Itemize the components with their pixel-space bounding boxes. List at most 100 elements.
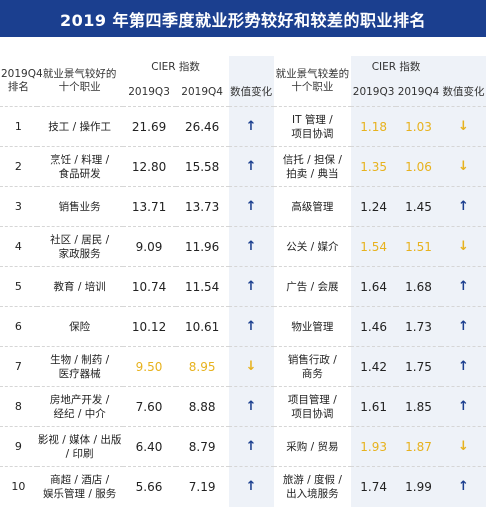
rank-cell: 1 bbox=[0, 106, 37, 147]
table-row: 2 烹饪 / 料理 / 食品研发 12.80 15.58 ↑ 信托 / 担保 / 拍卖 /… bbox=[0, 146, 486, 187]
bad-job-cell: 物业管理 bbox=[273, 306, 352, 347]
good-q4-cell: 15.58 bbox=[175, 146, 229, 187]
arrow-down-icon: ↓ bbox=[458, 438, 469, 454]
good-trend: ↓ bbox=[228, 346, 274, 387]
bad-q4-cell: 1.03 bbox=[396, 106, 441, 147]
bad-job-cell: 项目管理 / 项目协调 bbox=[273, 386, 352, 427]
bad-q3-cell: 1.18 bbox=[351, 106, 397, 147]
bad-trend: ↓ bbox=[440, 146, 486, 187]
good-job-cell: 销售业务 bbox=[36, 186, 123, 227]
bad-trend: ↑ bbox=[440, 386, 486, 427]
rank-cell: 2 bbox=[0, 146, 37, 187]
good-q3-cell: 10.12 bbox=[122, 306, 176, 347]
good-q3-cell: 13.71 bbox=[122, 186, 176, 227]
arrow-up-icon: ↑ bbox=[458, 478, 469, 494]
arrow-up-icon: ↑ bbox=[458, 358, 469, 374]
good-trend: ↑ bbox=[228, 146, 274, 187]
table-row: 6 保险 10.12 10.61 ↑ 物业管理 1.46 1.73 ↑ bbox=[0, 306, 486, 347]
rank-cell: 5 bbox=[0, 266, 37, 307]
good-q3-cell: 21.69 bbox=[122, 106, 176, 147]
good-job-cell: 保险 bbox=[36, 306, 123, 347]
bad-q3-cell: 1.35 bbox=[351, 146, 397, 187]
rank-cell: 7 bbox=[0, 346, 37, 387]
bad-job-cell: 采购 / 贸易 bbox=[273, 426, 352, 467]
bad-q4-cell: 1.73 bbox=[396, 306, 441, 347]
page-title: 2019 年第四季度就业形势较好和较差的职业排名 bbox=[0, 0, 486, 37]
arrow-up-icon: ↑ bbox=[245, 478, 257, 494]
table-row: 8 房地产开发 / 经纪 / 中介 7.60 8.88 ↑ 项目管理 / 项目协调 1.61… bbox=[0, 386, 486, 427]
rank-cell: 9 bbox=[0, 426, 37, 467]
bad-trend: ↑ bbox=[440, 266, 486, 307]
good-q3-cell: 9.50 bbox=[122, 346, 176, 387]
rank-cell: 4 bbox=[0, 226, 37, 267]
arrow-up-icon: ↑ bbox=[458, 278, 469, 294]
bad-trend: ↑ bbox=[440, 466, 486, 507]
bad-change-header: 数值变化 bbox=[440, 78, 486, 107]
good-trend: ↑ bbox=[228, 186, 274, 227]
bad-change-spacer bbox=[440, 56, 486, 78]
bad-q4-cell: 1.68 bbox=[396, 266, 441, 307]
good-trend: ↑ bbox=[228, 386, 274, 427]
good-q4-cell: 8.88 bbox=[175, 386, 229, 427]
arrow-down-icon: ↓ bbox=[458, 118, 469, 134]
arrow-up-icon: ↑ bbox=[245, 198, 257, 214]
good-trend: ↑ bbox=[228, 226, 274, 267]
bad-job-cell: 公关 / 媒介 bbox=[273, 226, 352, 267]
good-q4-cell: 7.19 bbox=[175, 466, 229, 507]
arrow-up-icon: ↑ bbox=[245, 398, 257, 414]
good-trend: ↑ bbox=[228, 426, 274, 467]
bad-trend: ↑ bbox=[440, 306, 486, 347]
good-job-cell: 房地产开发 / 经纪 / 中介 bbox=[36, 386, 123, 427]
bad-q4-cell: 1.45 bbox=[396, 186, 441, 227]
good-trend: ↑ bbox=[228, 266, 274, 307]
good-job-cell: 烹饪 / 料理 / 食品研发 bbox=[36, 146, 123, 187]
table-row: 9 影视 / 媒体 / 出版 / 印刷 6.40 8.79 ↑ 采购 / 贸易 1.93 1.… bbox=[0, 426, 486, 467]
table-row: 3 销售业务 13.71 13.73 ↑ 高级管理 1.24 1.45 ↑ bbox=[0, 186, 486, 227]
arrow-up-icon: ↑ bbox=[245, 278, 257, 294]
table-row: 4 社区 / 居民 / 家政服务 9.09 11.96 ↑ 公关 / 媒介 1.54 1.51… bbox=[0, 226, 486, 267]
bad-q4-cell: 1.87 bbox=[396, 426, 441, 467]
good-job-cell: 技工 / 操作工 bbox=[36, 106, 123, 147]
bad-q4-cell: 1.99 bbox=[396, 466, 441, 507]
rank-cell: 10 bbox=[0, 466, 37, 507]
bad-q3-cell: 1.61 bbox=[351, 386, 397, 427]
arrow-down-icon: ↓ bbox=[458, 158, 469, 174]
bad-trend: ↓ bbox=[440, 106, 486, 147]
table-body: 1 技工 / 操作工 21.69 26.46 ↑ IT 管理 / 项目协调 1.18 1.03… bbox=[0, 106, 486, 507]
good-job-cell: 生物 / 制药 / 医疗器械 bbox=[36, 346, 123, 387]
rank-header: 2019Q4 排名 bbox=[1, 68, 43, 93]
good-trend: ↑ bbox=[228, 306, 274, 347]
bad-job-cell: 销售行政 / 商务 bbox=[273, 346, 352, 387]
bad-q3-cell: 1.64 bbox=[351, 266, 397, 307]
good-cier-header: CIER 指数 bbox=[151, 60, 200, 73]
good-change-header: 数值变化 bbox=[228, 78, 274, 107]
good-q3-cell: 12.80 bbox=[122, 146, 176, 187]
arrow-up-icon: ↑ bbox=[245, 118, 257, 134]
good-q3-cell: 6.40 bbox=[122, 426, 176, 467]
table-row: 5 教育 / 培训 10.74 11.54 ↑ 广告 / 会展 1.64 1.68 ↑ bbox=[0, 266, 486, 307]
bad-q3-cell: 1.42 bbox=[351, 346, 397, 387]
bad-cier-header: CIER 指数 bbox=[351, 56, 441, 78]
good-change-spacer bbox=[228, 56, 274, 78]
table-row: 10 商超 / 酒店 / 娱乐管理 / 服务 5.66 7.19 ↑ 旅游 / 度假 / … bbox=[0, 466, 486, 507]
bad-trend: ↓ bbox=[440, 226, 486, 267]
bad-job-cell: 旅游 / 度假 / 出入境服务 bbox=[273, 466, 352, 507]
good-q4-header: 2019Q4 bbox=[181, 85, 223, 98]
good-q3-cell: 10.74 bbox=[122, 266, 176, 307]
bad-q3-cell: 1.74 bbox=[351, 466, 397, 507]
ranking-table: 2019Q4 排名 就业景气较好的 十个职业 CIER 指数 就业景气较差的 十… bbox=[0, 56, 486, 507]
bad-job-cell: 信托 / 担保 / 拍卖 / 典当 bbox=[273, 146, 352, 187]
good-job-cell: 商超 / 酒店 / 娱乐管理 / 服务 bbox=[36, 466, 123, 507]
arrow-up-icon: ↑ bbox=[245, 318, 257, 334]
rank-cell: 8 bbox=[0, 386, 37, 427]
bad-q4-cell: 1.06 bbox=[396, 146, 441, 187]
bad-jobs-header: 就业景气较差的 十个职业 bbox=[275, 68, 350, 93]
good-q3-cell: 5.66 bbox=[122, 466, 176, 507]
bad-job-cell: 高级管理 bbox=[273, 186, 352, 227]
arrow-up-icon: ↑ bbox=[245, 238, 257, 254]
bad-q3-header: 2019Q3 bbox=[351, 78, 397, 107]
arrow-up-icon: ↑ bbox=[458, 198, 469, 214]
rank-cell: 6 bbox=[0, 306, 37, 347]
good-jobs-header: 就业景气较好的 十个职业 bbox=[42, 68, 117, 93]
rank-cell: 3 bbox=[0, 186, 37, 227]
